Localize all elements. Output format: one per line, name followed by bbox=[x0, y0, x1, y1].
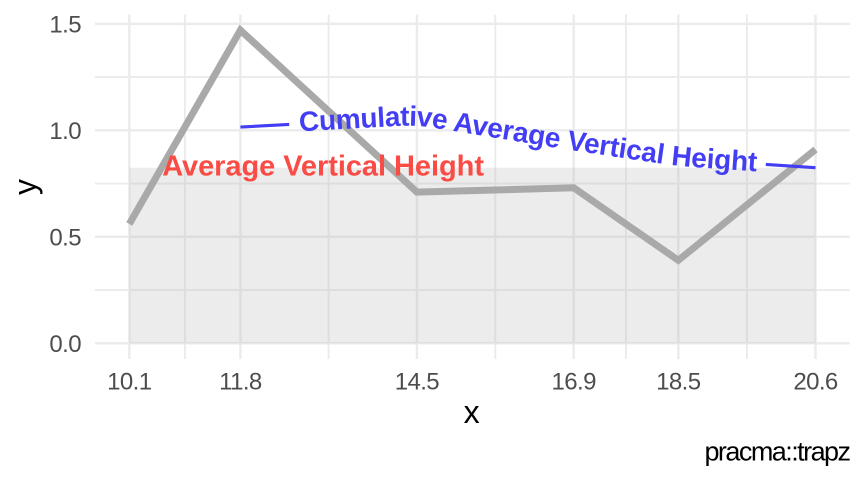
svg-text:16.9: 16.9 bbox=[552, 369, 597, 396]
svg-text:Average Vertical Height: Average Vertical Height bbox=[162, 151, 484, 183]
svg-text:20.6: 20.6 bbox=[793, 369, 838, 396]
svg-text:0.5: 0.5 bbox=[49, 224, 81, 251]
svg-text:1.5: 1.5 bbox=[49, 11, 81, 38]
svg-text:0.0: 0.0 bbox=[49, 331, 81, 358]
svg-text:11.8: 11.8 bbox=[219, 369, 262, 396]
svg-text:x: x bbox=[464, 394, 480, 430]
svg-text:y: y bbox=[7, 179, 43, 195]
svg-text:10.1: 10.1 bbox=[107, 369, 152, 396]
svg-text:18.5: 18.5 bbox=[656, 369, 701, 396]
svg-text:1.0: 1.0 bbox=[49, 118, 81, 145]
svg-text:14.5: 14.5 bbox=[395, 369, 440, 396]
svg-text:pracma::trapz: pracma::trapz bbox=[704, 437, 850, 467]
